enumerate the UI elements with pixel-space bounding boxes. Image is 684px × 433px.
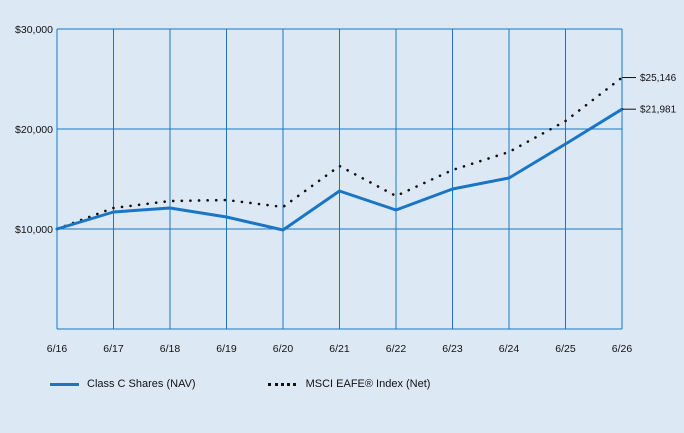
x-tick-label-6-24: 6/24 xyxy=(499,343,520,355)
legend-label-class-c: Class C Shares (NAV) xyxy=(87,378,196,390)
legend-label-msci-eafe: MSCI EAFE® Index (Net) xyxy=(305,378,431,390)
legend-swatch-solid xyxy=(50,382,79,386)
legend-item-class-c: Class C Shares (NAV) xyxy=(50,378,196,390)
x-tick-label-6-22: 6/22 xyxy=(386,343,407,355)
y-tick-label-30000: $30,000 xyxy=(15,24,53,36)
x-tick-label-6-25: 6/25 xyxy=(555,343,576,355)
x-tick-label-6-18: 6/18 xyxy=(160,343,181,355)
x-tick-label-6-26: 6/26 xyxy=(612,343,633,355)
y-tick-label-20000: $20,000 xyxy=(15,124,53,136)
chart-legend: Class C Shares (NAV) MSCI EAFE® Index (N… xyxy=(50,378,430,390)
legend-item-msci-eafe: MSCI EAFE® Index (Net) xyxy=(267,378,431,390)
y-tick-label-10000: $10,000 xyxy=(15,224,53,236)
x-tick-label-6-17: 6/17 xyxy=(103,343,124,355)
x-tick-label-6-20: 6/20 xyxy=(273,343,294,355)
x-tick-label-6-19: 6/19 xyxy=(216,343,237,355)
end-label-msci-eafe: $25,146 xyxy=(640,73,677,84)
x-tick-label-6-21: 6/21 xyxy=(329,343,350,355)
x-tick-label-6-23: 6/23 xyxy=(442,343,463,355)
series-line-msci-eafe xyxy=(55,76,624,231)
legend-swatch-dotted xyxy=(267,382,296,386)
end-label-class-c: $21,981 xyxy=(640,105,677,116)
x-tick-label-6-16: 6/16 xyxy=(47,343,68,355)
series-line-class-c xyxy=(55,107,624,232)
